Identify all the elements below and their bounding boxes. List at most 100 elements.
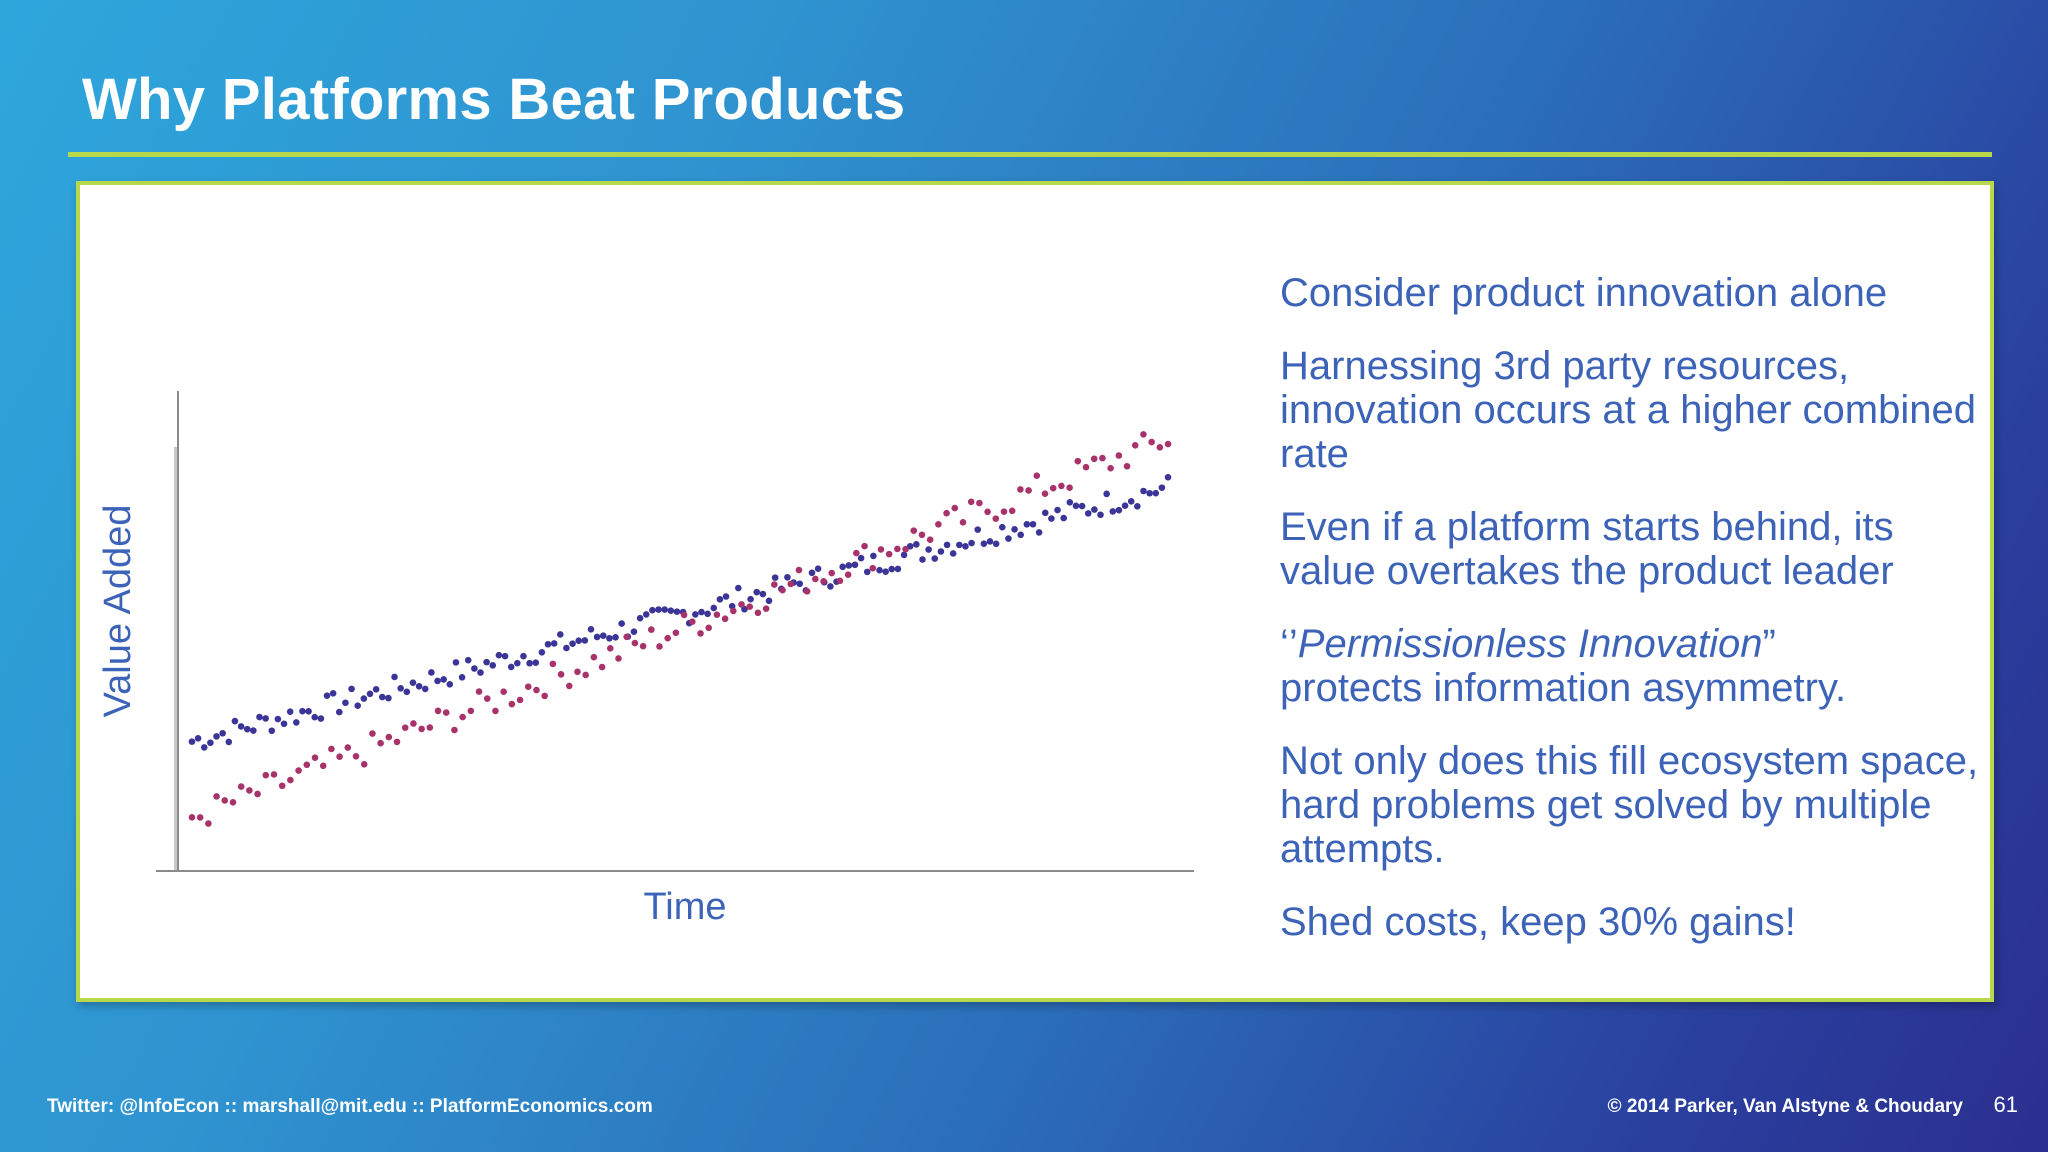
product-point — [894, 565, 902, 573]
platform-point — [328, 745, 335, 753]
product-point — [507, 663, 515, 671]
product-point — [575, 637, 583, 645]
platform-point — [894, 545, 901, 553]
quote-close: ” — [1762, 622, 1776, 666]
product-point — [992, 540, 1000, 548]
product-point — [870, 552, 877, 560]
product-point — [563, 644, 570, 652]
product-point — [1011, 526, 1018, 533]
product-point — [342, 699, 349, 707]
platform-point — [319, 762, 327, 770]
product-point — [980, 540, 988, 548]
product-point — [747, 595, 754, 603]
product-point — [372, 685, 380, 693]
platform-point — [1058, 482, 1065, 490]
platform-point — [418, 725, 425, 733]
product-point — [827, 583, 834, 590]
platform-point — [475, 688, 483, 695]
product-point — [998, 523, 1006, 531]
platform-point — [762, 605, 770, 612]
platform-point — [287, 776, 294, 784]
platform-point — [221, 797, 229, 804]
platform-point — [237, 783, 245, 790]
product-point — [1097, 511, 1104, 519]
product-point — [1035, 529, 1043, 536]
platform-point — [713, 611, 721, 619]
product-point — [698, 608, 705, 616]
product-point — [1115, 506, 1123, 514]
product-point — [366, 690, 374, 698]
product-point — [385, 694, 392, 702]
product-point — [250, 727, 257, 734]
platform-point — [1123, 462, 1131, 470]
product-point — [949, 550, 957, 557]
product-point — [323, 692, 331, 699]
platform-point — [196, 814, 204, 821]
platform-point — [500, 688, 507, 695]
product-point — [636, 614, 644, 622]
platform-point — [336, 753, 343, 760]
product-point — [237, 723, 245, 730]
product-point — [943, 541, 951, 549]
product-point — [765, 597, 773, 605]
product-point — [452, 659, 460, 666]
platform-point — [885, 550, 893, 558]
product-point — [937, 548, 945, 555]
platform-point — [910, 527, 918, 534]
product-point — [919, 556, 926, 563]
product-point — [378, 693, 386, 701]
product-point — [1060, 514, 1067, 522]
product-point — [458, 673, 466, 681]
product-point — [667, 607, 675, 614]
product-point — [360, 695, 368, 702]
product-point — [845, 562, 853, 569]
product-point — [1152, 489, 1160, 497]
product-point — [808, 569, 816, 577]
platform-point — [344, 744, 352, 751]
platform-point — [1074, 457, 1082, 465]
product-point — [421, 685, 429, 693]
product-point — [1005, 535, 1012, 542]
product-point — [704, 610, 711, 618]
product-point — [618, 620, 625, 627]
bullet-2: Harnessing 3rd party resources, innovati… — [1280, 344, 1976, 476]
product-point — [716, 596, 724, 603]
product-point — [489, 662, 497, 669]
platform-point — [385, 733, 393, 741]
product-point — [526, 659, 533, 667]
product-point — [231, 717, 239, 725]
product-point — [403, 688, 411, 696]
platform-point — [697, 630, 704, 637]
product-point — [495, 651, 503, 659]
product-point — [483, 658, 490, 666]
product-point — [1017, 531, 1025, 539]
product-point — [477, 669, 484, 676]
platform-point — [1049, 484, 1057, 492]
platform-point — [1099, 454, 1106, 462]
product-point — [796, 580, 804, 588]
platform-point — [377, 739, 384, 747]
product-point — [661, 606, 668, 613]
platform-point — [295, 767, 302, 774]
platform-point — [1066, 484, 1073, 492]
product-point — [784, 573, 791, 581]
product-point — [550, 640, 558, 647]
product-point — [1158, 484, 1166, 491]
product-point — [655, 606, 662, 613]
product-point — [305, 708, 312, 715]
platform-point — [410, 720, 417, 727]
product-point — [612, 634, 619, 641]
platform-point — [213, 793, 220, 800]
platform-point — [360, 761, 368, 768]
platform-point — [730, 607, 737, 615]
platform-point — [746, 603, 754, 611]
platform-point — [254, 790, 261, 798]
platform-point — [877, 546, 885, 553]
scatter-chart: Value Added Time — [97, 391, 1194, 928]
product-point — [520, 652, 527, 660]
platform-point — [459, 713, 466, 721]
product-point — [876, 566, 883, 574]
product-point — [1146, 489, 1153, 497]
platform-point — [1131, 442, 1139, 449]
content-panel: Value Added Time Consider product innova… — [76, 181, 1994, 1002]
